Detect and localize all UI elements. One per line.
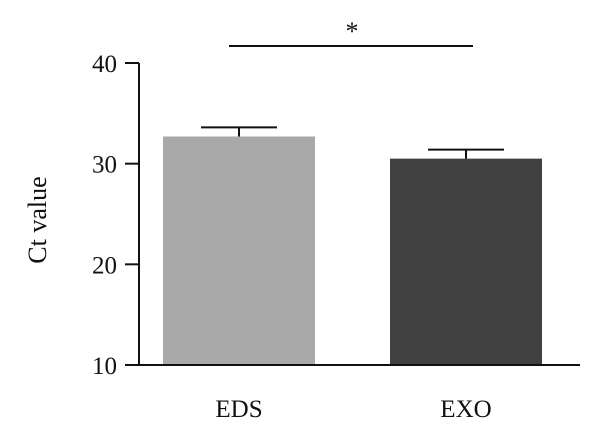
y-axis-title: Ct value [23, 176, 52, 263]
y-tick-label: 30 [92, 152, 117, 179]
bars-layer [163, 136, 542, 365]
y-tick-label: 20 [92, 252, 117, 279]
significance-star-label: * [346, 17, 359, 46]
bar-exo [390, 159, 542, 365]
y-tick-label: 40 [92, 51, 117, 78]
x-category-label: EDS [215, 396, 262, 423]
y-ticks-layer: 10 20 30 40 [92, 51, 139, 380]
y-tick-label: 10 [92, 353, 117, 380]
significance-annotation: * [229, 17, 473, 46]
bar-eds [163, 136, 315, 365]
category-labels-layer: EDS EXO [215, 396, 491, 423]
x-category-label: EXO [440, 396, 491, 423]
